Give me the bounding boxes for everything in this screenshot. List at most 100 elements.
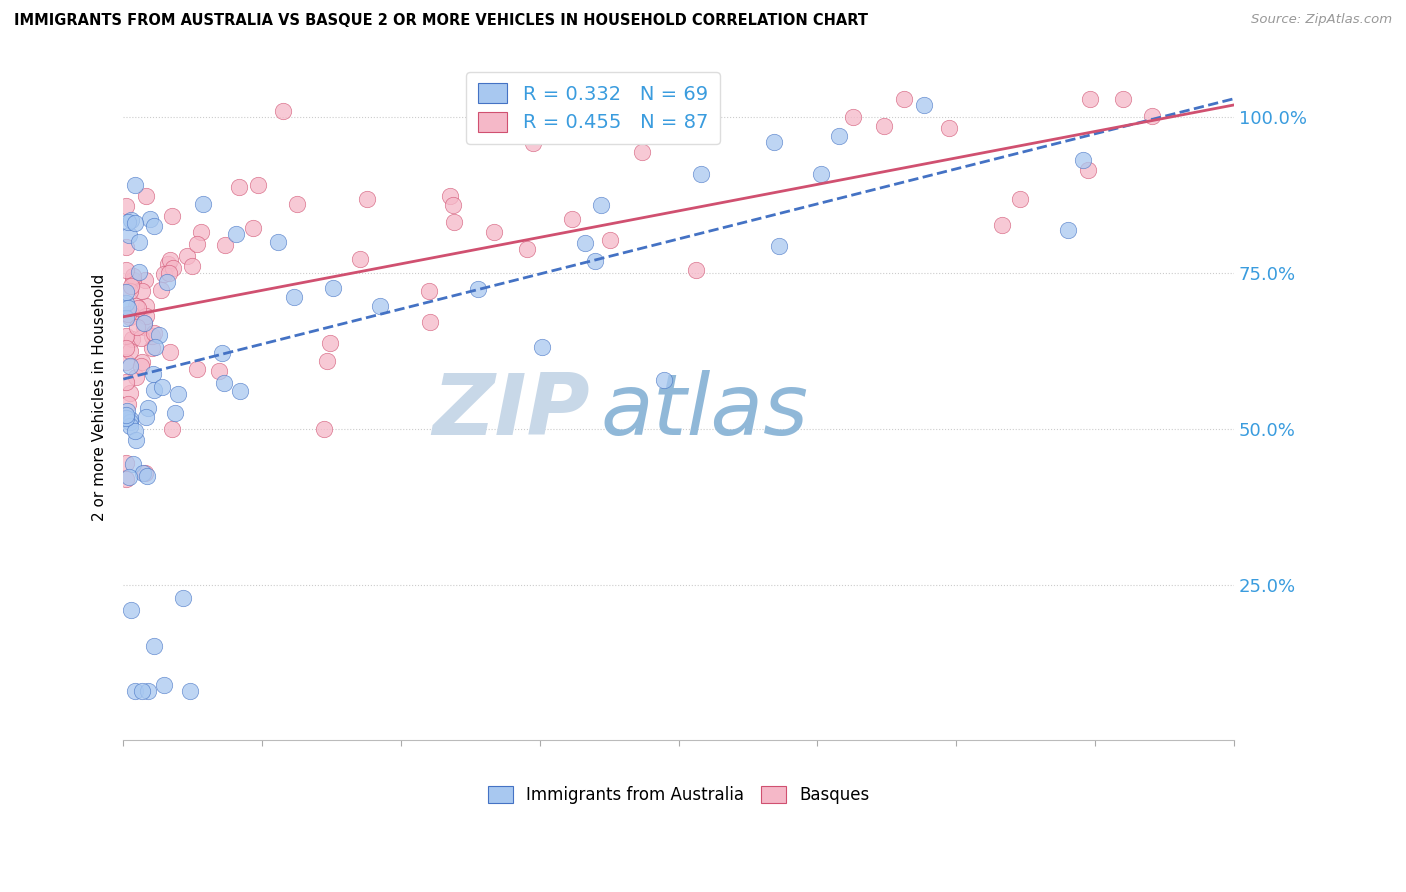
Text: ZIP: ZIP — [432, 370, 589, 453]
Point — [115, 311, 138, 326]
Point — [150, 283, 173, 297]
Point — [138, 211, 160, 226]
Point — [893, 92, 915, 106]
Point — [117, 215, 139, 229]
Point — [768, 239, 790, 253]
Point — [115, 472, 138, 486]
Point — [118, 470, 141, 484]
Point — [1140, 109, 1163, 123]
Point — [190, 225, 212, 239]
Point — [762, 135, 785, 149]
Point — [124, 178, 146, 192]
Point — [142, 367, 165, 381]
Point — [117, 301, 139, 316]
Point — [122, 457, 145, 471]
Legend: Immigrants from Australia, Basques: Immigrants from Australia, Basques — [478, 776, 879, 814]
Point — [120, 212, 142, 227]
Point — [143, 340, 166, 354]
Point — [214, 237, 236, 252]
Point — [172, 591, 194, 605]
Point — [143, 326, 166, 341]
Point — [1071, 153, 1094, 167]
Point — [142, 219, 165, 233]
Point — [150, 380, 173, 394]
Point — [418, 284, 440, 298]
Point — [135, 189, 157, 203]
Point — [322, 281, 344, 295]
Point — [522, 136, 544, 151]
Point — [122, 272, 145, 286]
Point — [128, 235, 150, 249]
Point — [267, 235, 290, 249]
Point — [115, 296, 138, 310]
Point — [242, 221, 264, 235]
Point — [530, 340, 553, 354]
Point — [157, 257, 180, 271]
Point — [419, 315, 441, 329]
Point — [118, 359, 141, 373]
Point — [135, 299, 157, 313]
Point — [179, 683, 201, 698]
Point — [120, 603, 142, 617]
Text: IMMIGRANTS FROM AUSTRALIA VS BASQUE 2 OR MORE VEHICLES IN HOUSEHOLD CORRELATION : IMMIGRANTS FROM AUSTRALIA VS BASQUE 2 OR… — [14, 13, 868, 29]
Point — [131, 683, 153, 698]
Point — [125, 299, 148, 313]
Point — [186, 361, 208, 376]
Point — [115, 408, 138, 422]
Point — [285, 196, 308, 211]
Point — [129, 359, 152, 374]
Point — [561, 211, 583, 226]
Point — [136, 468, 159, 483]
Point — [118, 415, 141, 429]
Point — [208, 364, 231, 378]
Point — [115, 199, 138, 213]
Point — [118, 419, 141, 434]
Point — [132, 320, 155, 334]
Point — [439, 189, 461, 203]
Point — [118, 386, 141, 401]
Point — [135, 309, 157, 323]
Point — [690, 167, 713, 181]
Point — [1008, 192, 1031, 206]
Point — [1111, 92, 1133, 106]
Point — [591, 198, 613, 212]
Point — [163, 407, 186, 421]
Point — [120, 310, 142, 325]
Point — [125, 370, 148, 384]
Point — [115, 404, 138, 418]
Point — [134, 466, 156, 480]
Point — [115, 263, 138, 277]
Point — [600, 98, 623, 112]
Point — [115, 342, 138, 356]
Point — [115, 240, 138, 254]
Point — [368, 299, 391, 313]
Point — [134, 273, 156, 287]
Point — [356, 192, 378, 206]
Point — [516, 242, 538, 256]
Point — [574, 235, 596, 250]
Point — [143, 383, 166, 397]
Point — [654, 373, 676, 387]
Point — [443, 215, 465, 229]
Point — [1077, 163, 1099, 178]
Point — [810, 167, 832, 181]
Point — [115, 411, 138, 425]
Point — [141, 328, 163, 343]
Point — [599, 233, 621, 247]
Point — [225, 227, 247, 241]
Point — [115, 328, 138, 343]
Point — [938, 121, 960, 136]
Point — [1057, 223, 1080, 237]
Point — [115, 375, 138, 389]
Point — [148, 327, 170, 342]
Point — [828, 129, 851, 144]
Point — [132, 316, 155, 330]
Point — [120, 278, 142, 293]
Point — [124, 216, 146, 230]
Point — [132, 316, 155, 330]
Point — [136, 683, 159, 698]
Point — [180, 259, 202, 273]
Point — [229, 384, 252, 398]
Y-axis label: 2 or more Vehicles in Household: 2 or more Vehicles in Household — [93, 274, 107, 522]
Point — [124, 683, 146, 698]
